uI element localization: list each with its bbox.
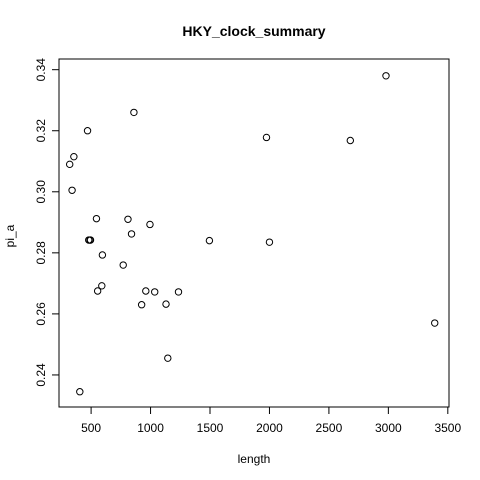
x-tick-label: 3500: [434, 421, 461, 435]
data-point: [83, 127, 92, 135]
data-point: [137, 301, 146, 309]
x-tick-label: 2000: [256, 421, 283, 435]
data-point: [127, 230, 136, 238]
data-point: [164, 354, 172, 362]
data-point: [162, 300, 170, 308]
data-point: [76, 388, 84, 396]
data-point: [174, 288, 183, 296]
data-point: [130, 108, 138, 117]
x-tick-label: 1500: [197, 421, 224, 435]
data-point: [66, 160, 74, 169]
y-tick-label: 0.24: [34, 363, 48, 387]
y-tick-label: 0.32: [34, 119, 48, 143]
y-tick-label: 0.28: [34, 241, 48, 265]
data-point: [98, 251, 107, 259]
data-point: [205, 236, 214, 245]
data-point: [262, 133, 271, 142]
data-point: [98, 282, 106, 290]
x-tick-label: 1000: [137, 421, 164, 435]
data-point: [92, 214, 101, 223]
data-point: [70, 152, 78, 161]
data-point: [431, 319, 439, 327]
chart-title: HKY_clock_summary: [182, 23, 325, 39]
x-axis: 500 1000 1500 2000 2500 3000 3500: [81, 406, 461, 435]
data-points: [66, 72, 439, 396]
x-tick-label: 3000: [375, 421, 402, 435]
data-point: [68, 186, 76, 194]
y-tick-label: 0.30: [34, 180, 48, 204]
y-tick-label: 0.26: [34, 302, 48, 326]
data-point: [346, 136, 355, 145]
y-axis-label: pi_a: [3, 224, 17, 247]
data-point: [265, 238, 274, 246]
x-tick-label: 500: [81, 421, 101, 435]
y-tick-label: 0.34: [34, 58, 48, 82]
data-point: [124, 215, 132, 223]
x-axis-label: length: [238, 452, 271, 466]
data-point: [142, 287, 150, 295]
data-point: [382, 72, 390, 80]
y-axis: 0.24 0.26 0.28 0.30 0.32 0.34: [34, 58, 60, 387]
data-point: [146, 220, 154, 229]
data-point: [93, 287, 102, 295]
x-tick-label: 2500: [316, 421, 343, 435]
data-point: [86, 236, 95, 244]
data-point: [151, 288, 159, 296]
data-point: [119, 261, 127, 269]
